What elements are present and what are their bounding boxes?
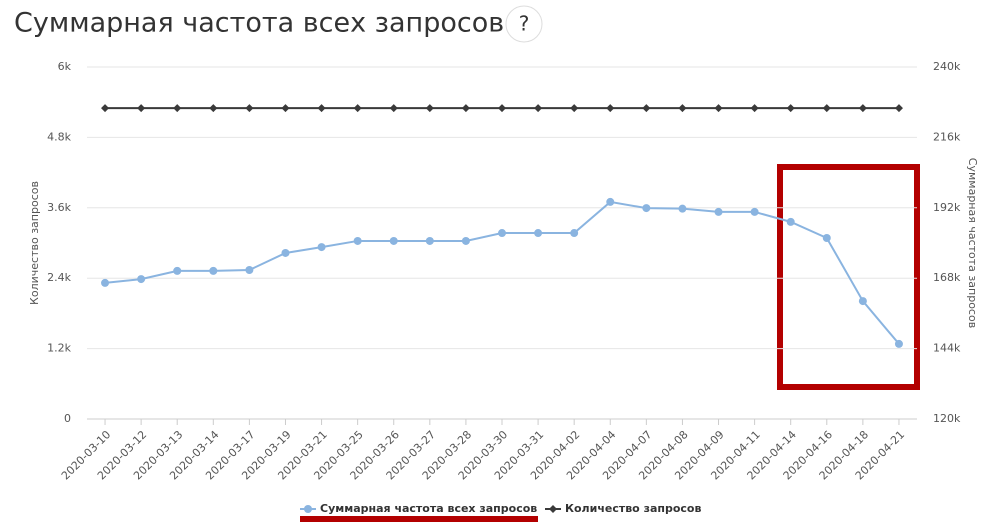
help-text[interactable]: ?	[519, 12, 530, 36]
point	[389, 104, 398, 113]
point	[678, 104, 687, 113]
point	[642, 204, 651, 213]
y-tick-label: 4.8k	[47, 130, 71, 143]
y-tick-label: 3.6k	[47, 201, 71, 214]
y-axis-title: Количество запросов	[28, 181, 41, 305]
chart-title: Суммарная частота всех запросов	[14, 8, 504, 39]
point	[822, 234, 831, 243]
point	[750, 104, 759, 113]
y2-tick-label: 120k	[933, 412, 961, 425]
y-tick-label: 1.2k	[47, 342, 71, 355]
y2-tick-label: 240k	[933, 60, 961, 73]
point	[534, 104, 543, 113]
point	[858, 297, 867, 306]
y2-tick-label: 216k	[933, 130, 961, 143]
point	[101, 104, 110, 113]
y-tick-label: 0	[64, 412, 71, 425]
point	[389, 236, 398, 245]
point	[606, 104, 615, 113]
point	[894, 104, 903, 113]
point	[714, 207, 723, 216]
y-tick-label: 2.4k	[47, 271, 71, 284]
point	[461, 236, 470, 245]
point	[750, 207, 759, 216]
highlight-box	[777, 164, 920, 390]
point	[534, 229, 543, 238]
point	[786, 104, 795, 113]
point	[714, 104, 723, 113]
point	[786, 217, 795, 226]
point	[498, 229, 506, 238]
point	[137, 104, 146, 113]
point	[173, 266, 182, 275]
point	[642, 104, 651, 113]
point	[894, 339, 903, 348]
point	[209, 104, 218, 113]
point	[353, 236, 362, 245]
point	[425, 104, 434, 113]
point	[317, 104, 326, 113]
legend-marker	[304, 505, 312, 513]
point	[281, 248, 290, 257]
point	[606, 197, 615, 206]
point	[858, 104, 867, 113]
point	[425, 236, 434, 245]
point	[137, 275, 146, 284]
point	[317, 243, 326, 252]
point	[353, 104, 362, 113]
point	[570, 104, 579, 113]
help-icon[interactable]	[505, 5, 543, 43]
y2-tick-label: 168k	[933, 271, 961, 284]
highlight-box	[300, 516, 538, 522]
point	[245, 104, 254, 113]
y2-tick-label: 144k	[933, 342, 961, 355]
point	[570, 229, 579, 238]
legend-marker	[549, 505, 557, 513]
point	[101, 278, 110, 287]
point	[498, 104, 506, 113]
point	[173, 104, 182, 113]
y-tick-label: 6k	[58, 60, 72, 73]
point	[822, 104, 831, 113]
y2-tick-label: 192k	[933, 201, 961, 214]
point	[209, 266, 218, 275]
y2-axis-title: Суммарная частота запросов	[966, 158, 979, 328]
legend-label: Количество запросов	[565, 502, 701, 515]
point	[281, 104, 290, 113]
point	[678, 204, 687, 213]
point	[461, 104, 470, 113]
legend-label: Суммарная частота всех запросов	[320, 502, 537, 515]
point	[245, 265, 254, 274]
